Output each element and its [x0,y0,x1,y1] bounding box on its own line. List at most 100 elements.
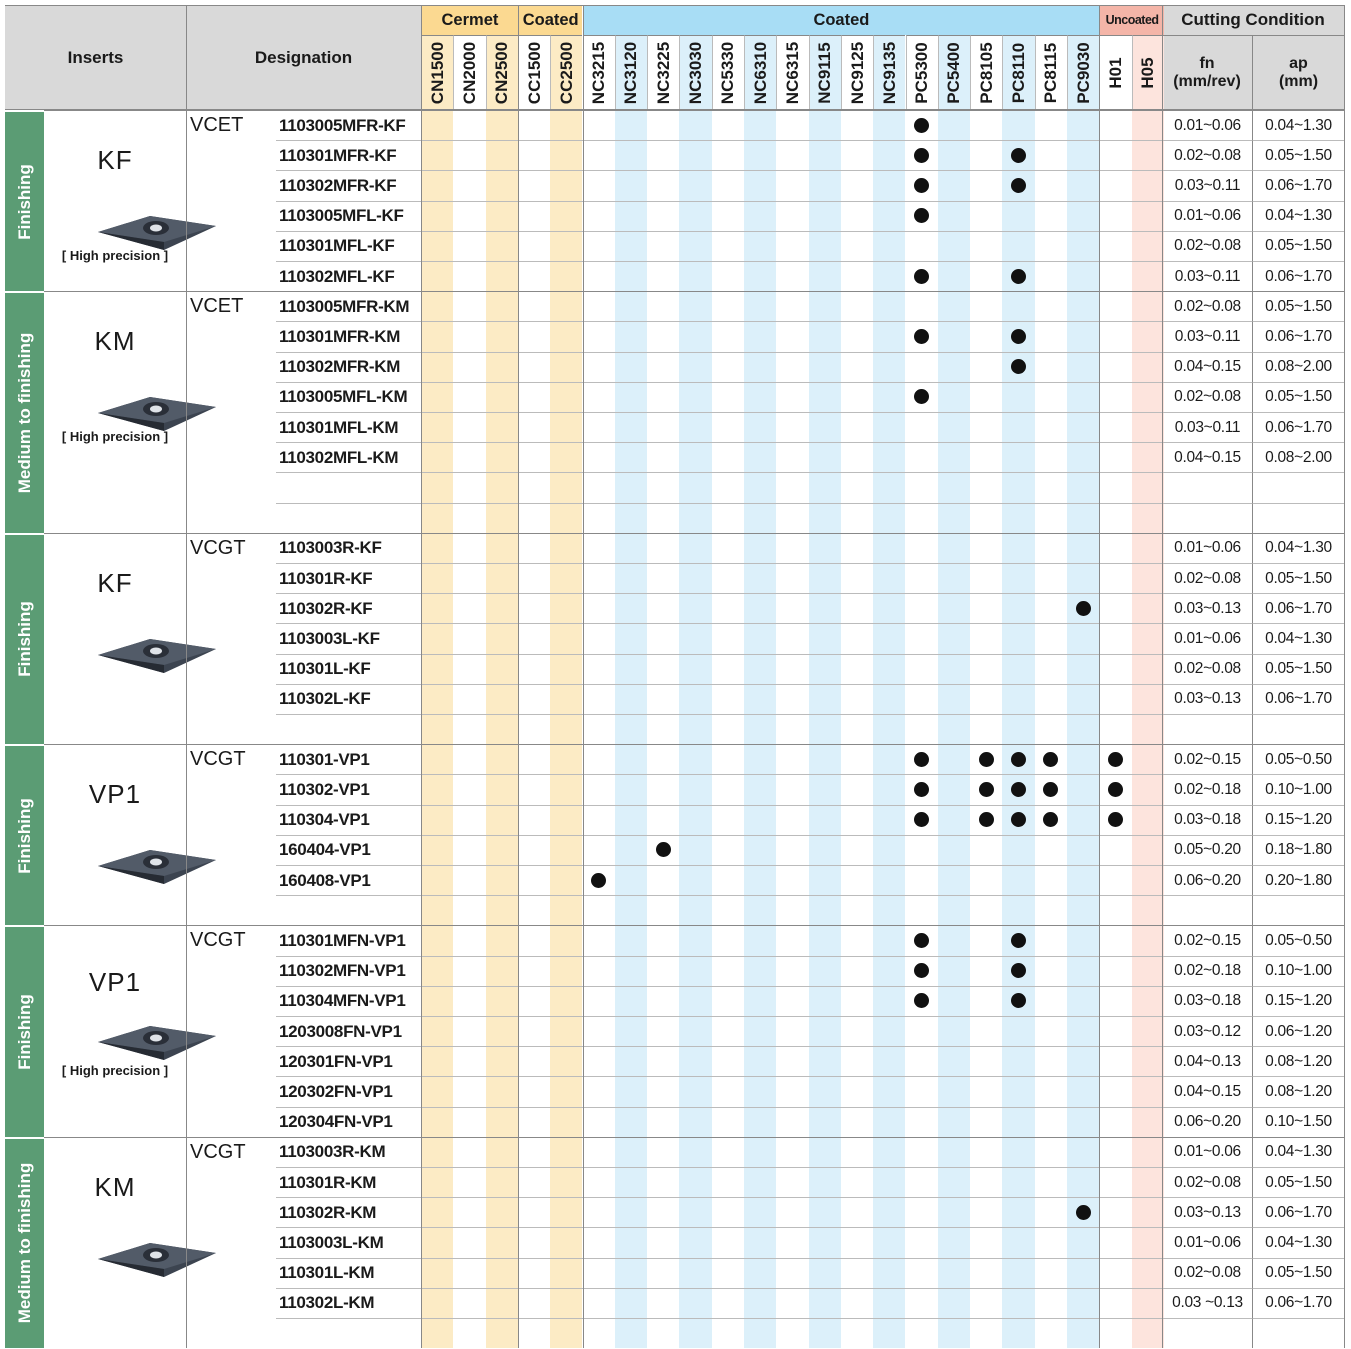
grade-group-header: Cermet [421,5,518,35]
ap-cell: 0.05~0.50 [1252,744,1344,775]
availability-dot [1075,600,1091,616]
grade-label: NC9135 [879,41,899,105]
grade-header-pc8115: PC8115 [1034,35,1067,110]
grade-header-cn2500: CN2500 [485,35,518,110]
grade-column-band [1067,110,1100,1349]
grade-row-line [421,472,1162,502]
grade-header-h01: H01 [1099,35,1132,110]
designation-cell: 110301L-KF [276,653,421,684]
designation-cell [276,714,421,744]
grade-row-line [421,321,1162,351]
grade-label: CN2000 [459,41,479,105]
grade-row-line [421,1167,1162,1197]
ap-cell: 0.15~1.20 [1252,985,1344,1016]
availability-dot [1011,268,1027,284]
ap-cell [1252,895,1344,926]
availability-dot [1043,812,1059,828]
designation-cell: 160408-VP1 [276,865,421,895]
mode-band: Finishing [5,744,44,926]
grade-row-line [421,230,1162,261]
grade-header-pc8105: PC8105 [970,35,1003,110]
header-bg-cutting [1162,5,1344,110]
ap-cell: 0.15~1.20 [1252,804,1344,835]
ap-cell: 0.04~1.30 [1252,1136,1344,1167]
designation-cell: 110301R-KM [276,1167,421,1197]
designation-cell: 1103003L-KF [276,623,421,653]
grade-label: H05 [1138,57,1158,89]
insert-name: VP1 [88,967,142,998]
cutting-condition-header: Cutting Condition [1181,10,1325,29]
designation-cell: 110304-VP1 [276,804,421,835]
group-divider [582,5,584,1349]
grade-row-line [421,653,1162,684]
fn-cell: 0.01~0.06 [1162,1227,1252,1258]
grade-header-nc9115: NC9115 [808,35,841,110]
ap-cell: 0.05~1.50 [1252,1257,1344,1288]
availability-dot [1011,782,1027,797]
designation-cell: 110302MFL-KM [276,442,421,472]
availability-dot [1011,329,1027,344]
grade-column-band [808,110,841,1349]
availability-dot [1107,782,1123,797]
ap-cell: 0.08~2.00 [1252,351,1344,382]
fn-cell: 0.04~0.13 [1162,1046,1252,1077]
mode-band: Finishing [5,110,44,292]
group-divider [421,5,422,1349]
grade-label: PC8115 [1041,42,1061,104]
grade-header-pc5300: PC5300 [905,35,938,110]
availability-dot [978,751,994,767]
insert-type: VCGT [186,532,276,563]
fn-cell: 0.02~0.08 [1162,563,1252,594]
designation-cell: 110301L-KM [276,1257,421,1288]
availability-dot [914,268,930,284]
fn-header: fn (mm/rev) [1162,35,1252,110]
availability-dot [591,872,607,888]
ap-cell: 0.05~1.50 [1252,140,1344,171]
designation-cell: 110301MFR-KF [276,140,421,170]
ap-cell [1252,472,1344,503]
grade-column-band [1002,110,1035,1349]
insert-type: VCGT [186,925,276,955]
inserts-divider [186,5,187,110]
grade-row-line [421,1076,1162,1106]
designation-cell: 110302MFN-VP1 [276,955,421,986]
designation-cell: 110301R-KF [276,563,421,593]
ap-cell: 0.06~1.70 [1252,1287,1344,1318]
fn-cell: 0.02~0.08 [1162,1257,1252,1288]
availability-dot [914,147,930,163]
ap-cell: 0.05~1.50 [1252,653,1344,684]
availability-dot [1011,963,1027,979]
ap-cell: 0.06~1.70 [1252,683,1344,714]
mode-label: Finishing [14,163,34,240]
fn-cell: 0.03 ~0.13 [1162,1287,1252,1318]
grade-row-line [421,1046,1162,1076]
designation-cell: 1103005MFR-KF [276,110,421,140]
grade-header-cc2500: CC2500 [550,35,583,110]
ap-cell: 0.05~0.50 [1252,925,1344,956]
ap-cell: 0.06~1.70 [1252,593,1344,624]
fn-cell: 0.04~0.15 [1162,1076,1252,1107]
insert-cell [44,532,186,744]
header-bg-inserts [5,5,421,110]
type-cell-frame [186,744,276,926]
availability-dot [1043,782,1059,797]
grade-column-band [873,110,906,1349]
fn-cell: 0.02~0.08 [1162,140,1252,171]
insert-type: VCGT [186,744,276,774]
designation-cell: 1103005MFR-KM [276,291,421,321]
ap-cell: 0.08~1.20 [1252,1076,1344,1107]
designation-cell: 110302MFR-KM [276,351,421,382]
availability-dot [914,933,930,948]
ap-cell: 0.05~1.50 [1252,1167,1344,1198]
fn-cell: 0.02~0.15 [1162,744,1252,775]
designation-cell: 110302MFR-KF [276,170,421,200]
mode-band: Finishing [5,532,44,745]
fn-cell: 0.02~0.08 [1162,381,1252,412]
designation-cell: 110302L-KM [276,1287,421,1318]
fn-cell: 0.03~0.13 [1162,593,1252,624]
grade-header-nc3225: NC3225 [647,35,680,110]
grade-row-line [421,1136,1162,1167]
grade-header-pc9030: PC9030 [1067,35,1100,110]
grade-header-nc5330: NC5330 [711,35,744,110]
